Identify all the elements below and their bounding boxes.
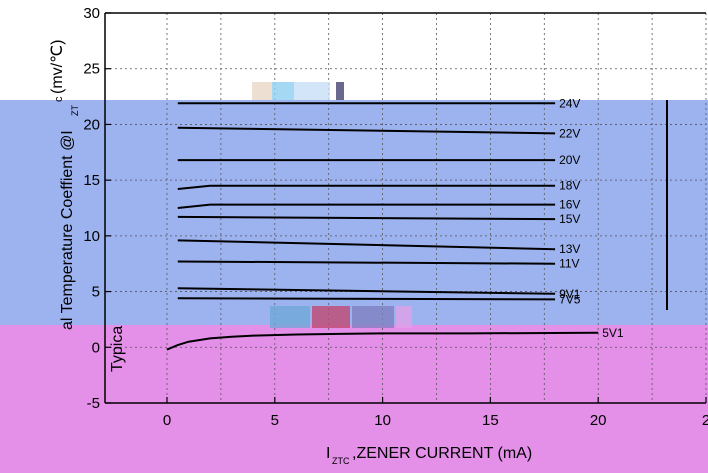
x-tick-label: 2 — [702, 412, 708, 429]
series-label-7v5: 7V5 — [559, 292, 581, 306]
x-axis-title-sub: ZTC — [332, 456, 350, 466]
pink-band — [0, 325, 708, 473]
y-axis-title-main: al Temperature Coeffient @I ZT — [59, 105, 80, 330]
x-tick-label: 20 — [590, 412, 607, 429]
artifact-patch — [352, 306, 394, 328]
artifact-block-mid — [270, 306, 412, 328]
series-label-22v: 22V — [559, 126, 580, 140]
grid-lines — [105, 12, 707, 404]
artifact-patch — [294, 82, 330, 100]
series-label-9v1: 9V1 — [559, 287, 581, 301]
series-line-15v — [177, 215, 556, 221]
series-line-13v — [177, 239, 556, 251]
x-tick-label: 15 — [482, 412, 499, 429]
y-tick-label: 20 — [83, 116, 100, 133]
series-line-7v5 — [177, 297, 556, 301]
y-axis-title-visible-text: Typica — [109, 326, 126, 372]
series-label-13v: 13V — [559, 242, 580, 256]
y-tick-label: 0 — [92, 339, 100, 356]
series-label-24v: 24V — [559, 96, 580, 110]
x-ticks: 0 5 10 15 20 2 — [163, 397, 708, 429]
artifact-patch — [270, 306, 310, 328]
y-axis-title-top-sub: c — [53, 96, 65, 102]
y-tick-label: 5 — [92, 284, 100, 301]
y-tick-label: 30 — [83, 5, 100, 22]
artifact-patch — [312, 306, 350, 328]
series-line-22v — [177, 126, 556, 135]
axes — [104, 12, 706, 404]
x-tick-label: 5 — [271, 412, 279, 429]
y-axis-title-main-text: al Temperature Coeffient @I — [59, 130, 76, 330]
artifact-patch — [252, 82, 272, 100]
x-axis-title-main: I — [326, 445, 330, 462]
x-tick-label: 0 — [163, 412, 171, 429]
x-axis-title-rest: ,ZENER CURRENT (mA) — [352, 445, 532, 462]
blue-band — [0, 100, 708, 325]
y-axis-title-top-text: (mv/℃) — [49, 40, 66, 94]
y-ticks: -5 0 5 10 15 20 25 30 — [83, 5, 111, 412]
series-label-5v1: 5V1 — [602, 326, 624, 340]
series-line-9v1 — [177, 287, 556, 295]
y-tick-label: 10 — [83, 228, 100, 245]
y-axis-title-main-sub: ZT — [70, 105, 80, 116]
series-line-18v — [177, 184, 556, 191]
series-label-16v: 16V — [559, 198, 580, 212]
y-axis-title-top: c (mv/℃) — [49, 40, 66, 102]
x-tick-label: 10 — [374, 412, 391, 429]
y-tick-label: 15 — [83, 172, 100, 189]
y-axis-title-visible: Typica — [109, 326, 126, 372]
series-line-16v — [177, 203, 556, 209]
y-tick-label: 25 — [83, 61, 100, 78]
artifact-patch — [336, 82, 344, 100]
series-line-5v1 — [166, 331, 599, 351]
series-label-18v: 18V — [559, 179, 580, 193]
artifact-patch — [272, 82, 294, 100]
y-tick-label: -5 — [87, 395, 100, 412]
series-label-11v: 11V — [559, 257, 579, 271]
series-lines — [166, 102, 599, 351]
series-label-15v: 15V — [559, 212, 580, 226]
series-line-11v — [177, 260, 556, 265]
artifact-patch — [396, 306, 412, 328]
artifact-block-top — [252, 82, 344, 100]
series-label-20v: 20V — [559, 153, 580, 167]
